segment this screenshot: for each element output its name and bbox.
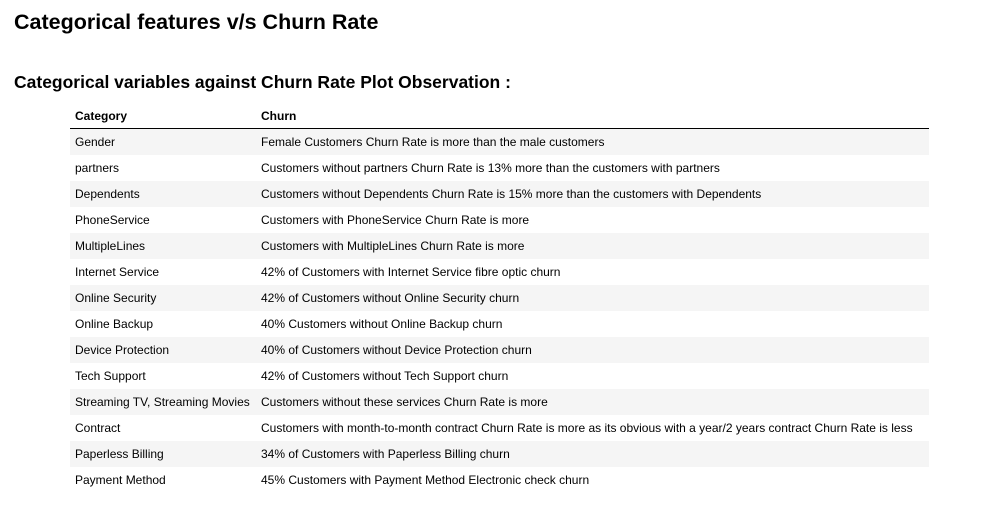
table-row: Tech Support 42% of Customers without Tec…	[70, 363, 929, 389]
churn-cell: 42% of Customers with Internet Service f…	[256, 259, 929, 285]
churn-cell: 42% of Customers without Online Security…	[256, 285, 929, 311]
category-cell: Payment Method	[70, 467, 256, 493]
table-row: Contract Customers with month-to-month co…	[70, 415, 929, 441]
table-header: Category Churn	[70, 104, 929, 129]
category-cell: Online Backup	[70, 311, 256, 337]
churn-cell: Customers without partners Churn Rate is…	[256, 155, 929, 181]
category-cell: Dependents	[70, 181, 256, 207]
table-body: Gender Female Customers Churn Rate is mor…	[70, 128, 929, 493]
table-row: Gender Female Customers Churn Rate is mor…	[70, 128, 929, 155]
table-row: Streaming TV, Streaming Movies Customers …	[70, 389, 929, 415]
category-cell: Device Protection	[70, 337, 256, 363]
table-row: Device Protection 40% of Customers withou…	[70, 337, 929, 363]
header-churn: Churn	[256, 104, 929, 129]
table-row: Internet Service 42% of Customers with In…	[70, 259, 929, 285]
category-cell: Gender	[70, 128, 256, 155]
category-cell: PhoneService	[70, 207, 256, 233]
category-cell: Internet Service	[70, 259, 256, 285]
churn-cell: 45% Customers with Payment Method Electr…	[256, 467, 929, 493]
category-cell: Online Security	[70, 285, 256, 311]
table-row: partners Customers without partners Churn…	[70, 155, 929, 181]
section-heading: Categorical variables against Churn Rate…	[14, 72, 511, 92]
observations-table: Category Churn Gender Female Customers Ch…	[70, 104, 929, 493]
churn-cell: 34% of Customers with Paperless Billing …	[256, 441, 929, 467]
table-row: Dependents Customers without Dependents C…	[70, 181, 929, 207]
table-row: PhoneService Customers with PhoneService …	[70, 207, 929, 233]
churn-cell: Customers without Dependents Churn Rate …	[256, 181, 929, 207]
header-row: Category Churn	[70, 104, 929, 129]
churn-cell: Customers with MultipleLines Churn Rate …	[256, 233, 929, 259]
churn-cell: Customers without these services Churn R…	[256, 389, 929, 415]
category-cell: MultipleLines	[70, 233, 256, 259]
churn-cell: 42% of Customers without Tech Support ch…	[256, 363, 929, 389]
churn-cell: Customers with month-to-month contract C…	[256, 415, 929, 441]
churn-cell: Customers with PhoneService Churn Rate i…	[256, 207, 929, 233]
header-category: Category	[70, 104, 256, 129]
category-cell: Contract	[70, 415, 256, 441]
table-row: MultipleLines Customers with MultipleLine…	[70, 233, 929, 259]
table-row: Payment Method 45% Customers with Payment…	[70, 467, 929, 493]
churn-cell: 40% of Customers without Device Protecti…	[256, 337, 929, 363]
category-cell: Tech Support	[70, 363, 256, 389]
category-cell: Paperless Billing	[70, 441, 256, 467]
page-title: Categorical features v/s Churn Rate	[14, 10, 379, 34]
churn-cell: Female Customers Churn Rate is more than…	[256, 128, 929, 155]
table-row: Online Backup 40% Customers without Onlin…	[70, 311, 929, 337]
category-cell: partners	[70, 155, 256, 181]
table-row: Online Security 42% of Customers without …	[70, 285, 929, 311]
churn-cell: 40% Customers without Online Backup chur…	[256, 311, 929, 337]
table-row: Paperless Billing 34% of Customers with P…	[70, 441, 929, 467]
category-cell: Streaming TV, Streaming Movies	[70, 389, 256, 415]
